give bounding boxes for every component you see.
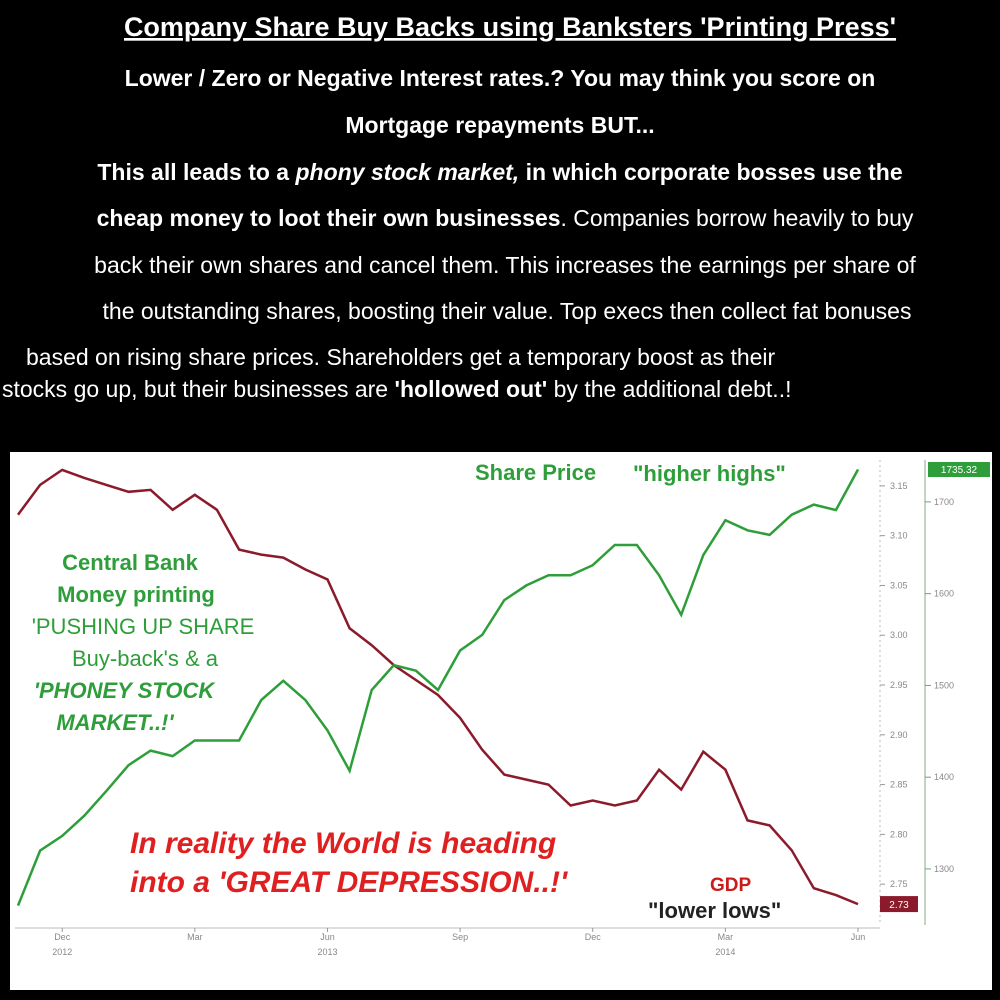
- y-tick-label: 3.10: [890, 531, 908, 541]
- x-tick-label: Dec: [585, 932, 602, 942]
- x-tick-label: Jun: [320, 932, 335, 942]
- y2-tick-label: 1400: [934, 772, 954, 782]
- header-line: stocks go up, but their businesses are '…: [2, 376, 791, 402]
- series-line: [16, 468, 860, 907]
- y-tick-label: 2.80: [890, 829, 908, 839]
- y-tick-label: 3.00: [890, 630, 908, 640]
- end-value-label: 2.73: [889, 900, 909, 911]
- annotation: In reality the World is heading: [130, 827, 556, 860]
- x-tick-year: 2014: [715, 947, 735, 957]
- y2-tick-label: 1700: [934, 497, 954, 507]
- header-segment: 'hollowed out': [395, 376, 548, 402]
- page-title: Company Share Buy Backs using Banksters …: [124, 12, 896, 42]
- annotation: "higher highs": [633, 461, 786, 486]
- header-segment: stocks go up, but their businesses are: [2, 376, 395, 402]
- header-line: based on rising share prices. Shareholde…: [26, 344, 776, 370]
- y2-tick-label: 1500: [934, 680, 954, 690]
- header-line: cheap money to loot their own businesses…: [97, 205, 914, 231]
- header-segment: in which corporate bosses use the: [519, 159, 902, 185]
- header-segment: Lower / Zero or Negative Interest rates.…: [125, 65, 876, 91]
- header-segment: the outstanding shares, boosting their v…: [103, 298, 912, 324]
- y-tick-label: 2.90: [890, 730, 908, 740]
- header-segment: phony stock market,: [295, 159, 520, 185]
- end-value-box: [880, 896, 918, 913]
- annotation: Buy-back's & a: [72, 646, 219, 671]
- x-tick-label: Dec: [54, 932, 71, 942]
- annotation: Money printing: [57, 582, 215, 607]
- y-tick-label: 3.05: [890, 580, 908, 590]
- x-tick-year: 2013: [317, 947, 337, 957]
- header-line: Mortgage repayments BUT...: [345, 112, 654, 138]
- header-line: back their own shares and cancel them. T…: [94, 252, 916, 278]
- header-segment: based on rising share prices. Shareholde…: [26, 344, 776, 370]
- x-tick-label: Sep: [452, 932, 468, 942]
- series-name-label: Share Price: [475, 460, 596, 485]
- header-segment: This all leads to a: [97, 159, 295, 185]
- header-segment: cheap money to loot their own businesses: [97, 205, 561, 231]
- x-tick-label: Mar: [187, 932, 203, 942]
- y-tick-label: 3.15: [890, 481, 908, 491]
- end-value-label: 1735.32: [941, 465, 978, 476]
- header-line: the outstanding shares, boosting their v…: [103, 298, 912, 324]
- header-segment: back their own shares and cancel them. T…: [94, 252, 916, 278]
- annotation: "lower lows": [648, 898, 781, 923]
- header-line: Lower / Zero or Negative Interest rates.…: [125, 65, 876, 91]
- annotation: 'PHONEY STOCK: [34, 678, 217, 703]
- annotation: Central Bank: [62, 550, 198, 575]
- header-segment: Mortgage repayments BUT...: [345, 112, 654, 138]
- x-tick-label: Jun: [851, 932, 866, 942]
- y2-tick-label: 1300: [934, 864, 954, 874]
- y-tick-label: 2.95: [890, 680, 908, 690]
- series-line: [16, 468, 859, 906]
- y2-tick-label: 1600: [934, 589, 954, 599]
- y-tick-label: 2.85: [890, 780, 908, 790]
- end-value-box: [928, 462, 990, 477]
- x-tick-year: 2012: [52, 947, 72, 957]
- header-line: This all leads to a phony stock market, …: [97, 159, 902, 185]
- annotation: MARKET..!': [56, 710, 174, 735]
- annotation: 'PUSHING UP SHARE: [32, 614, 255, 639]
- annotation: into a 'GREAT DEPRESSION..!': [130, 866, 568, 899]
- series-name-label: GDP: [710, 875, 752, 896]
- y-tick-label: 2.75: [890, 879, 908, 889]
- chart-panel: [10, 452, 992, 990]
- x-tick-label: Mar: [718, 932, 734, 942]
- header-segment: . Companies borrow heavily to buy: [561, 205, 914, 231]
- header-segment: by the additional debt..!: [547, 376, 791, 402]
